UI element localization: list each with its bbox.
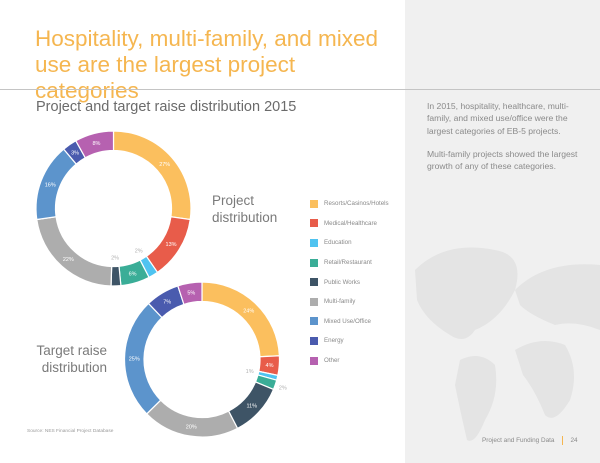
chart-label-line: Target raise: [36, 343, 107, 358]
legend-item: Other: [310, 351, 389, 371]
data-label: 27%: [159, 162, 170, 168]
data-label: 25%: [129, 356, 140, 362]
target-raise-label: Target raise distribution: [30, 342, 107, 376]
donut-slice: [201, 281, 281, 358]
donut-slice: [112, 130, 192, 221]
data-label: 2%: [279, 385, 287, 391]
chart-label-line: distribution: [212, 210, 278, 225]
source-note: Source: NES Financial Project Database: [27, 429, 114, 434]
legend-item: Energy: [310, 331, 389, 351]
data-label: 22%: [63, 257, 74, 263]
side-paragraph: In 2015, hospitality, healthcare, multi-…: [427, 101, 569, 136]
donut-slice: [110, 265, 122, 287]
world-map-watermark: [415, 247, 600, 441]
legend-label: Resorts/Casinos/Hotels: [324, 200, 389, 208]
target-raise-donut: 24% 4% 1% 2% 11% 20% 25% 7% 5%: [123, 281, 287, 438]
data-label: 4%: [266, 363, 274, 369]
legend-item: Resorts/Casinos/Hotels: [310, 194, 389, 214]
chart-label-line: distribution: [41, 360, 107, 375]
side-panel: [405, 0, 600, 463]
footer-separator: [562, 436, 564, 445]
data-label: 20%: [186, 424, 197, 430]
legend-swatch: [310, 199, 318, 208]
legend-swatch: [310, 297, 318, 306]
legend-label: Multi-family: [324, 298, 356, 306]
data-label: 13%: [166, 242, 177, 248]
legend-label: Other: [324, 357, 340, 365]
legend-item: Medical/Healthcare: [310, 214, 389, 234]
legend-label: Mixed Use/Office: [324, 317, 371, 325]
legend-swatch: [310, 356, 318, 365]
legend-swatch: [310, 317, 318, 326]
data-label: 8%: [93, 141, 101, 147]
chart-label-line: Project: [212, 193, 255, 208]
data-label: 2%: [111, 255, 119, 261]
footer-section: Project and Funding Data: [482, 437, 555, 444]
legend-item: Mixed Use/Office: [310, 312, 389, 332]
donut-slice: [36, 216, 113, 287]
side-paragraph: Multi-family projects showed the largest…: [427, 148, 578, 172]
legend-label: Medical/Healthcare: [324, 219, 377, 227]
legend-swatch: [310, 219, 318, 228]
page-number: 24: [570, 437, 578, 444]
data-label: 24%: [243, 308, 254, 314]
project-distribution-donut: 27% 13% 2% 6% 2% 22% 16% 3% 8%: [35, 130, 192, 287]
side-commentary: In 2015, hospitality, healthcare, multi-…: [427, 100, 587, 183]
divider: [0, 89, 600, 90]
footer: Project and Funding Data 24: [482, 436, 578, 445]
legend-item: Retail/Restaurant: [310, 253, 389, 273]
legend: Resorts/Casinos/Hotels Medical/Healthcare…: [310, 194, 389, 370]
data-label: 3%: [71, 151, 79, 157]
legend-label: Energy: [324, 337, 344, 345]
chart-subtitle: Project and target raise distribution 20…: [36, 99, 297, 115]
page-title: Hospitality, multi-family, and mixed use…: [35, 26, 379, 103]
legend-item: Multi-family: [310, 292, 389, 312]
legend-label: Public Works: [324, 278, 360, 286]
data-label: 11%: [246, 403, 257, 409]
data-label: 6%: [129, 272, 137, 278]
data-label: 16%: [45, 182, 56, 188]
legend-item: Education: [310, 233, 389, 253]
data-label: 7%: [163, 299, 171, 305]
legend-label: Retail/Restaurant: [324, 259, 372, 267]
legend-swatch: [310, 258, 318, 267]
donut-slice: [177, 281, 203, 306]
data-label: 5%: [187, 291, 195, 297]
legend-swatch: [310, 278, 318, 287]
project-distribution-label: Project distribution: [212, 192, 277, 226]
legend-label: Education: [324, 239, 352, 247]
donut-slice: [145, 399, 239, 438]
legend-item: Public Works: [310, 272, 389, 292]
legend-swatch: [310, 238, 318, 247]
data-label: 1%: [246, 369, 254, 375]
data-label: 2%: [135, 249, 143, 255]
legend-swatch: [310, 336, 318, 345]
donut-slice: [35, 148, 78, 221]
donut-slice: [75, 130, 115, 159]
